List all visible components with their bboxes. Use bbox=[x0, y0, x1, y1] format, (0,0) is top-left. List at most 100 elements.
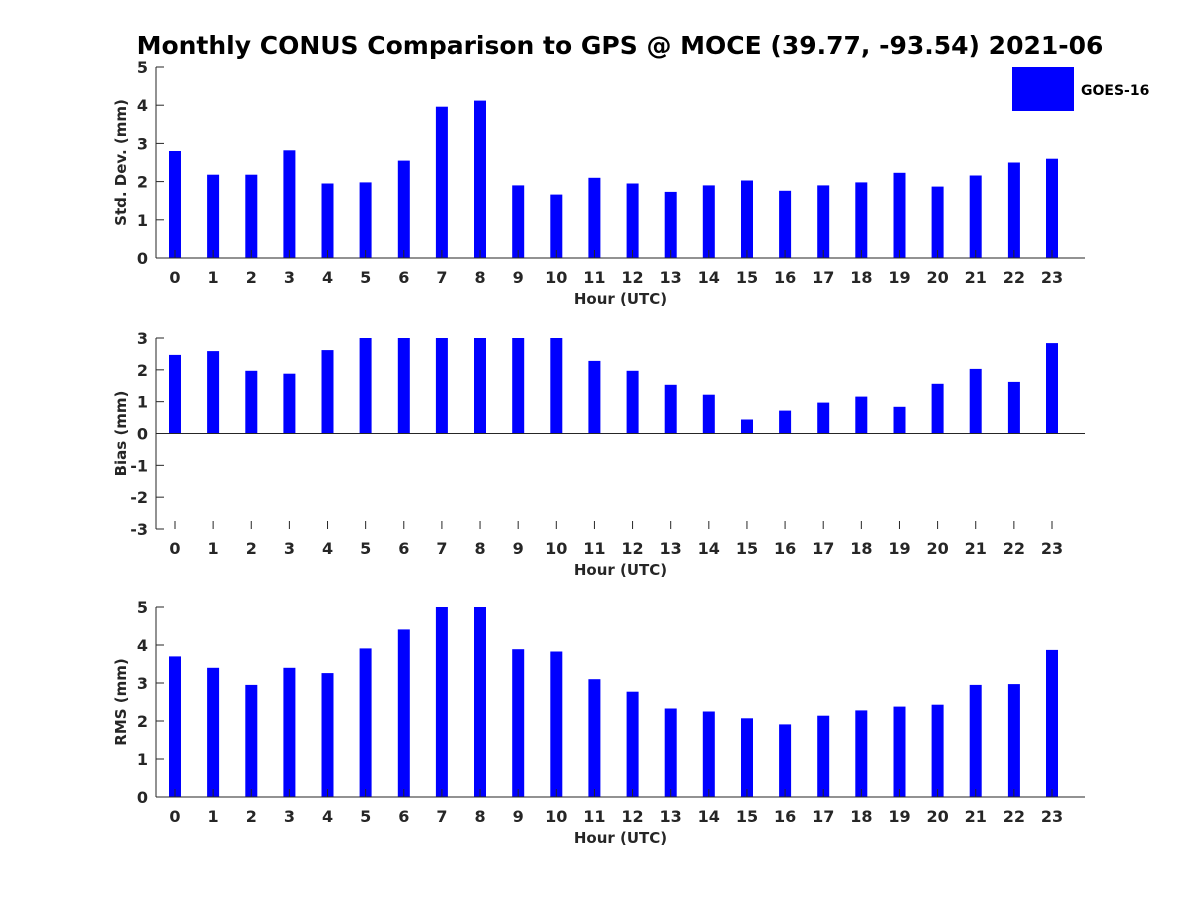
bias-x-tick-label: 7 bbox=[436, 539, 447, 558]
std-dev-x-tick-label: 7 bbox=[436, 268, 447, 287]
bias-bar-7 bbox=[435, 338, 448, 434]
rms-bar-17 bbox=[817, 715, 830, 797]
bias-bar-3 bbox=[283, 373, 296, 434]
rms-x-tick-label: 3 bbox=[284, 807, 295, 826]
rms-x-tick-label: 7 bbox=[436, 807, 447, 826]
rms-x-tick-label: 0 bbox=[169, 807, 180, 826]
bias-bar-15 bbox=[741, 419, 753, 434]
bias-x-tick-label: 2 bbox=[246, 539, 257, 558]
bias-y-tick-label: 1 bbox=[137, 393, 148, 412]
rms-bar-16 bbox=[779, 724, 792, 797]
bias-y-tick-label: 2 bbox=[137, 361, 148, 380]
rms-x-axis-label: Hour (UTC) bbox=[574, 829, 667, 847]
rms-x-tick-label: 17 bbox=[812, 807, 834, 826]
rms-bar-8 bbox=[474, 607, 486, 797]
rms-y-axis-label: RMS (mm) bbox=[112, 658, 130, 745]
bias-x-tick-label: 16 bbox=[774, 539, 796, 558]
rms-bar-2 bbox=[245, 684, 258, 797]
bias-x-tick-label: 8 bbox=[474, 539, 485, 558]
rms-x-tick-label: 8 bbox=[474, 807, 485, 826]
bias-bar-20 bbox=[931, 383, 944, 434]
std-dev-y-tick-label: 0 bbox=[137, 249, 148, 268]
std-dev-x-tick-label: 5 bbox=[360, 268, 371, 287]
bias-x-tick-label: 23 bbox=[1041, 539, 1063, 558]
std-dev-x-tick-label: 20 bbox=[926, 268, 948, 287]
std-dev-x-tick-label: 4 bbox=[322, 268, 333, 287]
bias-bar-11 bbox=[588, 360, 601, 434]
rms-y-tick-label: 3 bbox=[137, 674, 148, 693]
std-dev-x-tick-label: 10 bbox=[545, 268, 567, 287]
rms-bar-14 bbox=[702, 711, 715, 797]
std-dev-x-tick-label: 14 bbox=[698, 268, 720, 287]
rms-y-tick-label: 4 bbox=[137, 636, 148, 655]
bias-x-tick-label: 18 bbox=[850, 539, 872, 558]
std-dev-y-axis-label: Std. Dev. (mm) bbox=[112, 99, 130, 226]
std-dev-bar-20 bbox=[931, 186, 944, 258]
bias-x-tick-label: 10 bbox=[545, 539, 567, 558]
std-dev-bar-11 bbox=[588, 177, 601, 258]
bias-x-tick-label: 22 bbox=[1003, 539, 1025, 558]
rms-y-tick-label: 0 bbox=[137, 788, 148, 807]
std-dev-bar-1 bbox=[207, 174, 220, 258]
std-dev-x-tick-label: 17 bbox=[812, 268, 834, 287]
std-dev-x-tick-label: 19 bbox=[888, 268, 910, 287]
std-dev-bar-23 bbox=[1046, 158, 1058, 258]
bias-y-axis-label: Bias (mm) bbox=[112, 391, 130, 477]
std-dev-bar-0 bbox=[169, 151, 181, 258]
bias-bar-8 bbox=[474, 338, 486, 434]
std-dev-y-tick-label: 5 bbox=[137, 58, 148, 77]
std-dev-y-tick-label: 4 bbox=[137, 96, 148, 115]
std-dev-x-tick-label: 16 bbox=[774, 268, 796, 287]
std-dev-bar-6 bbox=[397, 160, 410, 258]
rms-bar-13 bbox=[664, 708, 677, 797]
rms-bar-9 bbox=[512, 649, 525, 797]
std-dev-bar-16 bbox=[779, 190, 792, 258]
rms-bar-12 bbox=[626, 691, 639, 797]
rms-x-tick-label: 15 bbox=[736, 807, 758, 826]
rms-x-tick-label: 1 bbox=[208, 807, 219, 826]
rms-bar-10 bbox=[550, 651, 563, 797]
std-dev-x-tick-label: 9 bbox=[513, 268, 524, 287]
bias-x-axis-label: Hour (UTC) bbox=[574, 561, 667, 579]
bias-bar-10 bbox=[550, 338, 563, 434]
std-dev-bar-3 bbox=[283, 150, 296, 258]
std-dev-x-tick-label: 0 bbox=[169, 268, 180, 287]
std-dev-x-tick-label: 1 bbox=[208, 268, 219, 287]
bias-y-tick-label: -3 bbox=[130, 520, 148, 539]
bias-bar-19 bbox=[893, 406, 906, 434]
rms-x-tick-label: 16 bbox=[774, 807, 796, 826]
bias-x-tick-label: 21 bbox=[965, 539, 987, 558]
std-dev-bar-18 bbox=[855, 182, 868, 258]
std-dev-bar-7 bbox=[435, 106, 448, 258]
std-dev-x-tick-label: 11 bbox=[583, 268, 605, 287]
rms-bar-3 bbox=[283, 667, 296, 797]
bias-x-tick-label: 20 bbox=[926, 539, 948, 558]
rms-bar-6 bbox=[397, 629, 410, 797]
rms-bar-1 bbox=[207, 667, 220, 797]
bias-x-tick-label: 4 bbox=[322, 539, 333, 558]
rms-x-tick-label: 21 bbox=[965, 807, 987, 826]
rms-x-tick-label: 13 bbox=[660, 807, 682, 826]
std-dev-bar-22 bbox=[1007, 162, 1020, 258]
rms-bar-18 bbox=[855, 710, 868, 797]
bias-x-tick-label: 14 bbox=[698, 539, 720, 558]
bias-bar-2 bbox=[245, 370, 258, 434]
rms-bar-22 bbox=[1007, 684, 1020, 797]
std-dev-x-tick-label: 23 bbox=[1041, 268, 1063, 287]
std-dev-bar-19 bbox=[893, 172, 906, 258]
rms-x-tick-label: 11 bbox=[583, 807, 605, 826]
rms-bar-21 bbox=[969, 684, 982, 797]
bias-x-tick-label: 6 bbox=[398, 539, 409, 558]
std-dev-bar-13 bbox=[664, 191, 677, 258]
bias-bar-13 bbox=[664, 384, 677, 434]
bias-bar-6 bbox=[397, 338, 410, 434]
bias-x-tick-label: 17 bbox=[812, 539, 834, 558]
std-dev-bar-15 bbox=[741, 180, 753, 258]
rms-x-tick-label: 14 bbox=[698, 807, 720, 826]
bias-x-tick-label: 0 bbox=[169, 539, 180, 558]
bias-bar-4 bbox=[321, 350, 334, 434]
bias-bar-9 bbox=[512, 338, 525, 434]
rms-x-tick-label: 20 bbox=[926, 807, 948, 826]
bias-x-tick-label: 11 bbox=[583, 539, 605, 558]
std-dev-bar-12 bbox=[626, 183, 639, 258]
